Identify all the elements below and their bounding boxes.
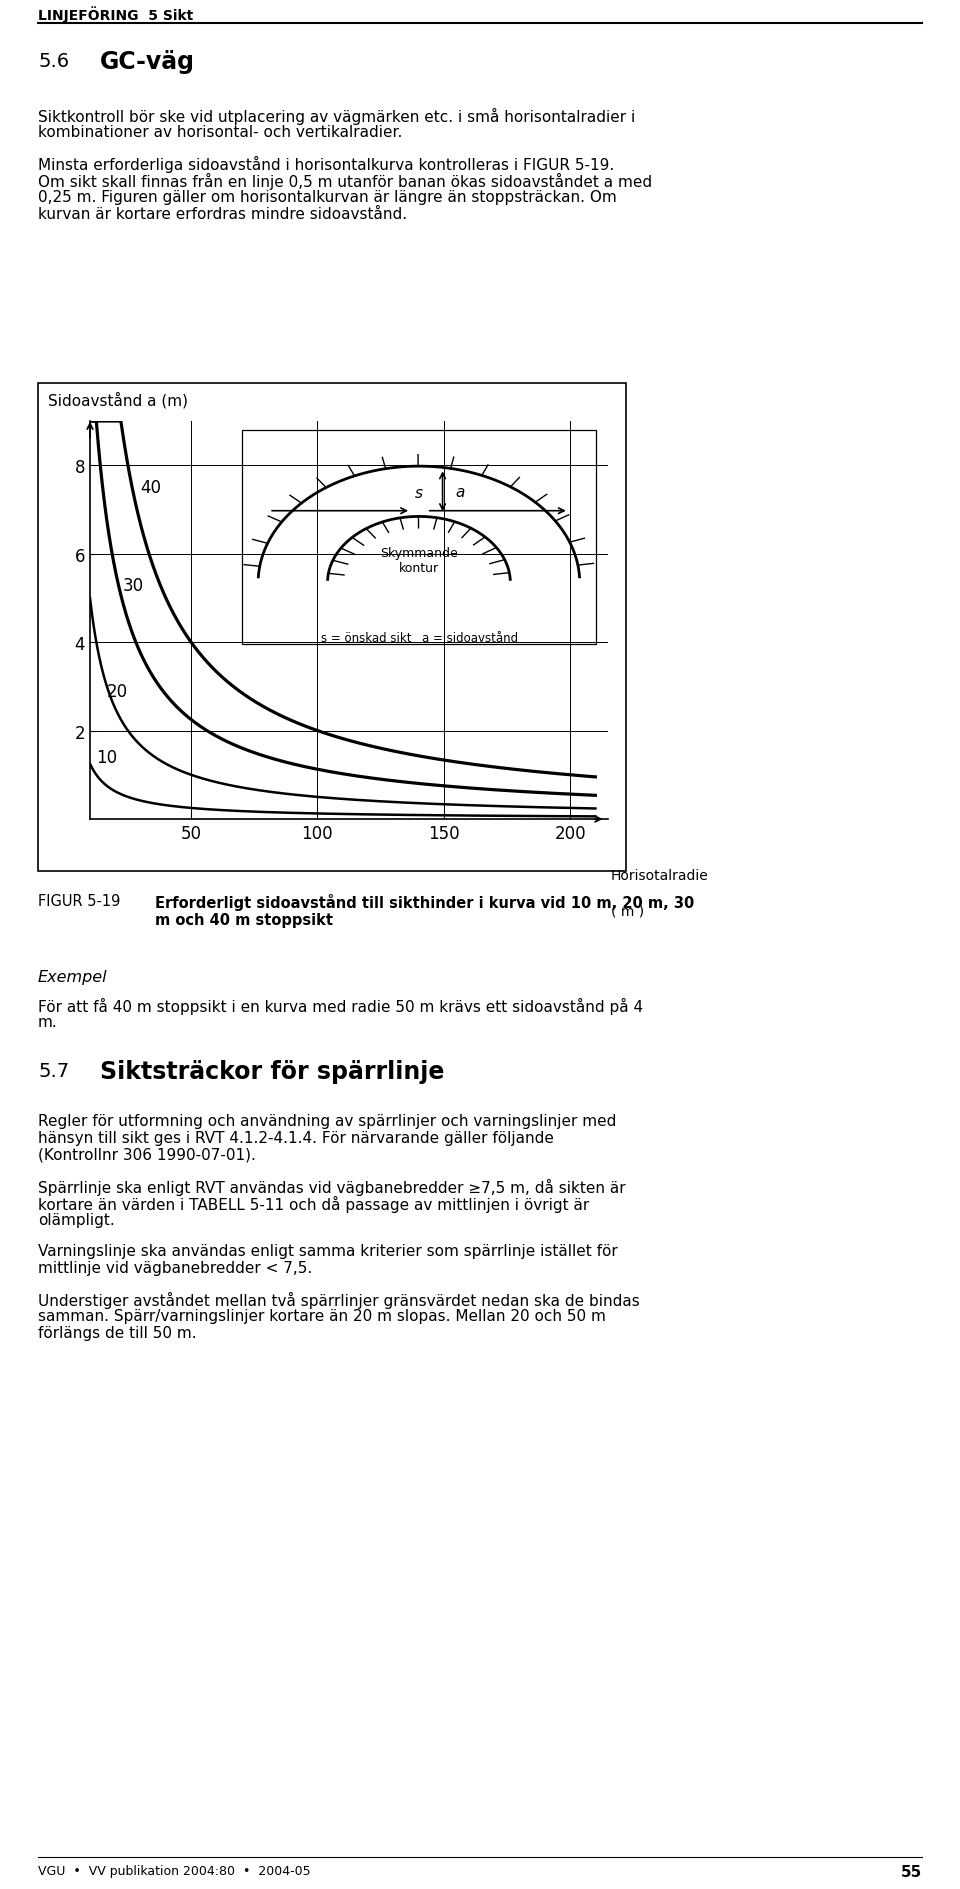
Text: Siktkontroll bör ske vid utplacering av vägmärken etc. i små horisontalradier i: Siktkontroll bör ske vid utplacering av … — [38, 108, 636, 125]
Text: 5.6: 5.6 — [38, 53, 69, 72]
Text: Om sikt skall finnas från en linje 0,5 m utanför banan ökas sidoavståndet a med: Om sikt skall finnas från en linje 0,5 m… — [38, 174, 652, 191]
Text: Minsta erforderliga sidoavstånd i horisontalkurva kontrolleras i FIGUR 5-19.: Minsta erforderliga sidoavstånd i horiso… — [38, 157, 614, 174]
Text: För att få 40 m stoppsikt i en kurva med radie 50 m krävs ett sidoavstånd på 4: För att få 40 m stoppsikt i en kurva med… — [38, 997, 643, 1014]
Text: 55: 55 — [900, 1864, 922, 1880]
Text: GC-väg: GC-väg — [100, 49, 195, 74]
Text: kurvan är kortare erfordras mindre sidoavstånd.: kurvan är kortare erfordras mindre sidoa… — [38, 208, 407, 221]
Text: 0,25 m. Figuren gäller om horisontalkurvan är längre än stoppsträckan. Om: 0,25 m. Figuren gäller om horisontalkurv… — [38, 191, 616, 204]
Text: LINJEFÖRING  5 Sikt: LINJEFÖRING 5 Sikt — [38, 6, 193, 23]
Text: hänsyn till sikt ges i RVT 4.1.2-4.1.4. För närvarande gäller följande: hänsyn till sikt ges i RVT 4.1.2-4.1.4. … — [38, 1130, 554, 1145]
Text: FIGUR 5-19: FIGUR 5-19 — [38, 893, 120, 909]
Text: kortare än värden i TABELL 5-11 och då passage av mittlinjen i övrigt är: kortare än värden i TABELL 5-11 och då p… — [38, 1196, 589, 1213]
Text: Spärrlinje ska enligt RVT användas vid vägbanebredder ≥7,5 m, då sikten är: Spärrlinje ska enligt RVT användas vid v… — [38, 1179, 626, 1196]
Text: m.: m. — [38, 1014, 58, 1030]
Text: olämpligt.: olämpligt. — [38, 1213, 115, 1228]
Text: kombinationer av horisontal- och vertikalradier.: kombinationer av horisontal- och vertika… — [38, 125, 402, 140]
Text: 20: 20 — [108, 682, 129, 701]
Text: VGU  •  VV publikation 2004:80  •  2004-05: VGU • VV publikation 2004:80 • 2004-05 — [38, 1864, 311, 1878]
Text: 40: 40 — [140, 480, 161, 497]
Text: ( m ): ( m ) — [611, 903, 643, 918]
Text: 10: 10 — [96, 748, 117, 767]
Text: samman. Spärr/varningslinjer kortare än 20 m slopas. Mellan 20 och 50 m: samman. Spärr/varningslinjer kortare än … — [38, 1309, 606, 1324]
Text: Exempel: Exempel — [38, 969, 108, 984]
Text: (Kontrollnr 306 1990-07-01).: (Kontrollnr 306 1990-07-01). — [38, 1147, 256, 1162]
Text: 30: 30 — [122, 576, 143, 595]
Text: Erforderligt sidoavstånd till sikthinder i kurva vid 10 m, 20 m, 30
m och 40 m s: Erforderligt sidoavstånd till sikthinder… — [155, 893, 694, 927]
Text: Varningslinje ska användas enligt samma kriterier som spärrlinje istället för: Varningslinje ska användas enligt samma … — [38, 1243, 617, 1258]
Text: förlängs de till 50 m.: förlängs de till 50 m. — [38, 1326, 197, 1341]
Text: 5.7: 5.7 — [38, 1062, 69, 1081]
Text: Understiger avståndet mellan två spärrlinjer gränsvärdet nedan ska de bindas: Understiger avståndet mellan två spärrli… — [38, 1292, 639, 1309]
Text: Horisotalradie: Horisotalradie — [611, 869, 708, 882]
Bar — [38, 383, 626, 871]
Text: mittlinje vid vägbanebredder < 7,5.: mittlinje vid vägbanebredder < 7,5. — [38, 1260, 312, 1275]
Text: Sidoavstånd a (m): Sidoavstånd a (m) — [48, 391, 188, 408]
Text: Siktsträckor för spärrlinje: Siktsträckor för spärrlinje — [100, 1060, 444, 1084]
Text: Regler för utformning och användning av spärrlinjer och varningslinjer med: Regler för utformning och användning av … — [38, 1113, 616, 1128]
